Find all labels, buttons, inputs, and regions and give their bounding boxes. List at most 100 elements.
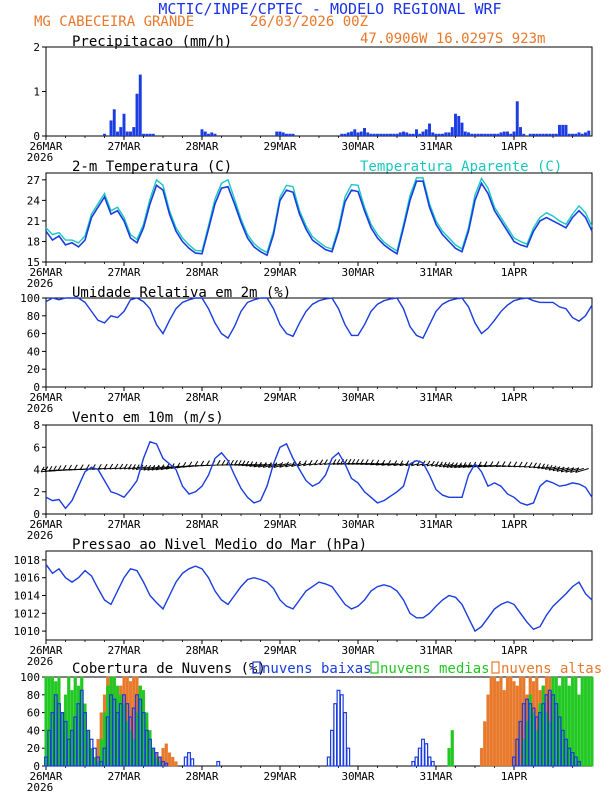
precip-bar — [554, 133, 558, 136]
wind-barb-flag — [387, 460, 392, 466]
wind-barb-flag — [109, 463, 114, 470]
wind-barb-flag — [430, 460, 435, 467]
rh-ytick-label: 40 — [27, 345, 40, 358]
precip-bar — [528, 133, 532, 136]
precip-bar — [418, 133, 422, 136]
wind-xtick-label: 30MAR — [341, 518, 374, 531]
cloud-high-bar — [171, 756, 175, 767]
cloud-low-bar — [421, 738, 425, 767]
clouds-year-label: 2026 — [27, 781, 54, 792]
wind-barb-flag — [119, 463, 124, 470]
wind-barb-flag — [68, 464, 72, 471]
precip-bar — [356, 132, 360, 136]
cloud-low-bar — [183, 756, 188, 767]
precip-bar — [551, 133, 555, 136]
legend-box-mid-icon — [370, 661, 379, 674]
wind-barb-flag — [375, 459, 380, 466]
wind-xtick-label: 1APR — [501, 518, 528, 531]
precip-bar — [535, 133, 539, 136]
precip-bar — [564, 124, 568, 136]
precip-bar — [122, 113, 126, 136]
wind-barb-flag — [297, 460, 301, 467]
wind-barb-flag — [462, 462, 467, 468]
wind-barb-flag — [147, 464, 152, 471]
pres-year-label: 2026 — [27, 655, 54, 668]
precip-bar — [142, 133, 145, 136]
wind-barb-flag — [336, 459, 341, 465]
precip-bar — [450, 127, 454, 136]
temp-ytick-label: 27 — [27, 174, 40, 187]
temp-apparent-line — [45, 177, 593, 254]
rh-xtick-label: 28MAR — [185, 391, 218, 404]
clouds-ytick-label: 20 — [27, 742, 40, 755]
precip-bar — [346, 132, 350, 136]
precip-bar — [411, 133, 415, 136]
temp-frame — [45, 172, 593, 263]
wind-barb-flag — [483, 461, 488, 467]
wind-barb-flag — [279, 462, 284, 468]
precip-bar — [285, 133, 288, 136]
cloud-high-bar — [509, 676, 513, 767]
temp-xtick-label: 30MAR — [341, 266, 374, 279]
header-station: MG CABECEIRA GRANDE — [34, 14, 194, 30]
wind-barb-flag — [393, 460, 398, 466]
cloud-low-bar — [411, 760, 416, 767]
cloud-low-bar — [339, 694, 344, 767]
wind-barb-shaft — [416, 463, 424, 467]
pres-xtick-label: 1APR — [501, 644, 528, 657]
precip-bar — [571, 133, 574, 136]
cloud-high-bar — [486, 694, 490, 767]
wind-barb-flag — [453, 462, 458, 468]
wind-barb-flag — [533, 462, 537, 469]
wind-barb-flag — [513, 461, 518, 467]
wind-barb-flag — [48, 465, 53, 472]
precip-bar — [350, 131, 353, 136]
wind-year-label: 2026 — [27, 529, 54, 542]
precip-bar — [437, 133, 441, 136]
wind-barb-flag — [165, 463, 170, 470]
wind-barb-flag — [351, 458, 356, 465]
precip-bar — [522, 133, 526, 136]
precip-bar — [145, 133, 149, 136]
precip-bar — [138, 74, 142, 136]
precip-title: Precipitacao (mm/h) — [72, 34, 232, 50]
wind-barb-flag — [438, 461, 443, 468]
wind-barb-flag — [79, 464, 84, 470]
cloud-high-bar — [505, 676, 510, 767]
wind-barb-flag — [548, 464, 553, 471]
precip-bar — [359, 131, 363, 136]
precip-bar — [512, 131, 516, 136]
pres-ytick-label: 1010 — [14, 625, 41, 638]
cloud-low-bar — [326, 756, 331, 767]
wind-barb-shaft — [258, 463, 272, 468]
precip-bar — [135, 93, 139, 136]
precip-bar — [421, 131, 425, 136]
precip-bar — [389, 133, 392, 136]
legend-mid-label: nuvens medias — [380, 661, 490, 677]
precip-xtick-label: 1APR — [501, 140, 528, 153]
rh-ytick-label: 80 — [27, 310, 40, 323]
clouds-xtick-label: 30MAR — [341, 770, 374, 783]
precip-bar — [112, 109, 116, 136]
wind-barb-flag — [332, 459, 337, 465]
cloud-low-bar — [427, 756, 432, 767]
wind-barb-flag — [262, 462, 267, 468]
wind-barb-flag — [544, 464, 549, 470]
precip-bar — [447, 132, 451, 136]
rh-ytick-label: 60 — [27, 328, 40, 341]
precip-bar — [457, 115, 461, 136]
cloud-mid-bar — [450, 730, 454, 767]
clouds-xtick-label: 29MAR — [263, 770, 296, 783]
precip-bar — [558, 124, 561, 136]
wind-barb-flag — [364, 459, 369, 465]
wind-barb-flag — [123, 463, 128, 470]
wind-speed-line — [45, 440, 593, 510]
clouds-xtick-label: 1APR — [501, 770, 528, 783]
cloud-low-bar — [336, 689, 341, 767]
legend-box-high-icon — [491, 661, 500, 674]
precip-bar — [200, 129, 204, 136]
wind-barb-flag — [160, 464, 165, 470]
wind-barb-flag — [528, 462, 533, 468]
wind-barb-flag — [489, 461, 494, 467]
wind-barb-flag — [194, 460, 199, 467]
